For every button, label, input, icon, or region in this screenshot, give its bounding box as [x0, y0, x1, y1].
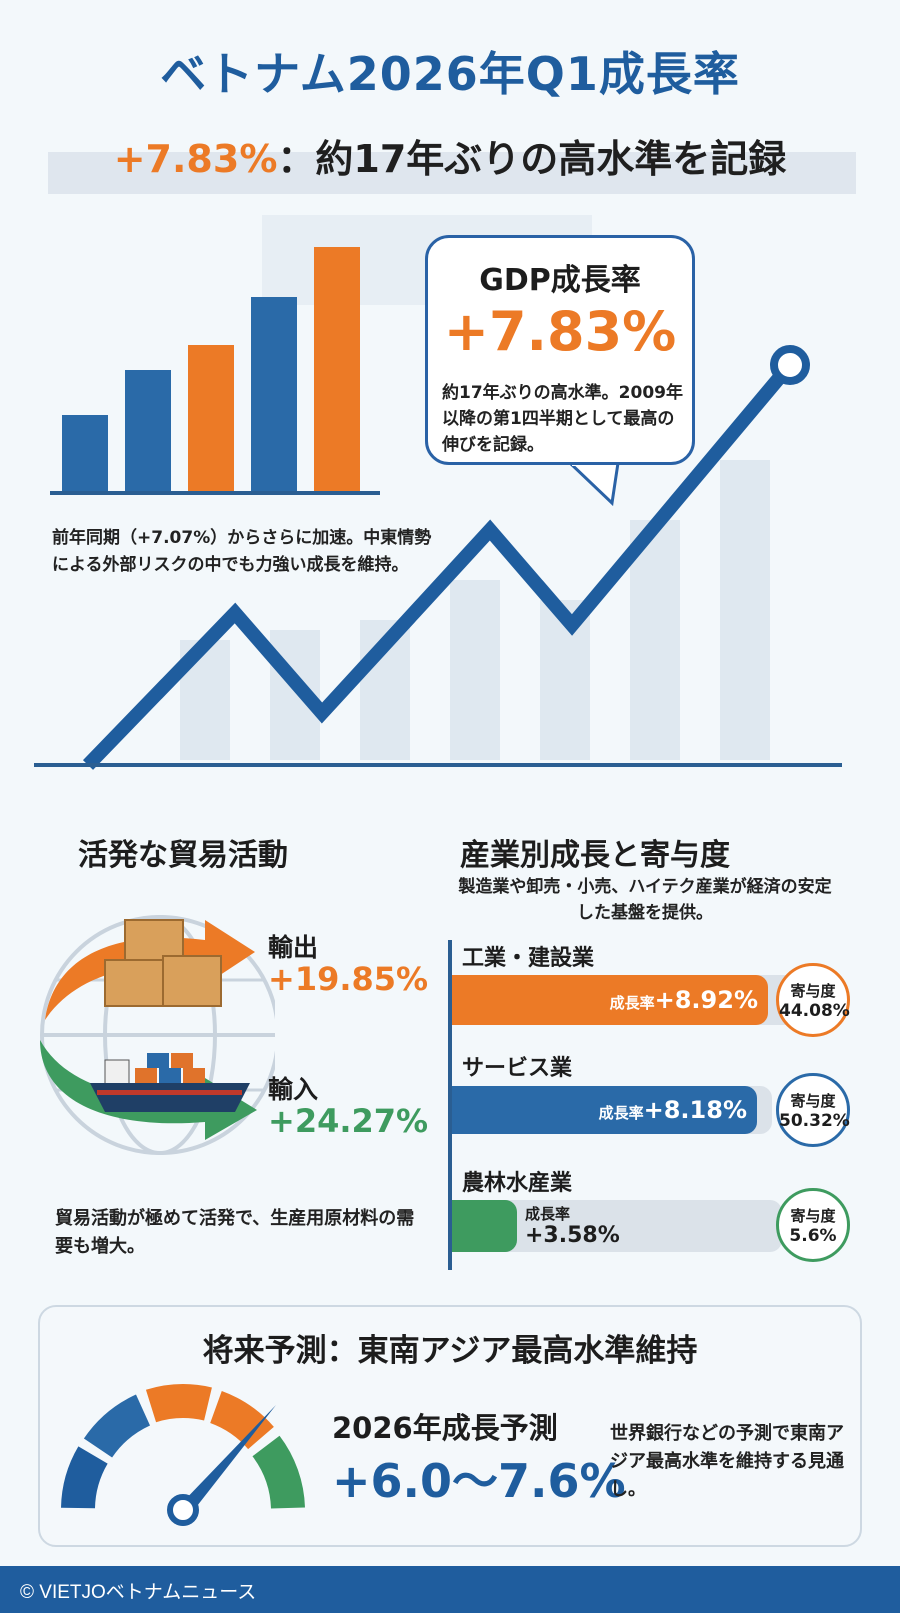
mini-bar	[62, 415, 108, 493]
forecast-note: 世界銀行などの予測で東南アジア最高水準を維持する見通し。	[610, 1423, 844, 1500]
gdp-value: +7.83%	[443, 300, 677, 363]
contribution-label: 寄与度	[790, 1207, 836, 1225]
trade-note: 貿易活動が極めて活発で、生産用原材料の需要も増大。	[55, 1208, 415, 1257]
growth-label: 成長率	[598, 1104, 644, 1122]
forecast-title: 将来予測：東南アジア最高水準維持	[202, 1333, 698, 1369]
forecast-label: 2026年成長予測	[332, 1411, 558, 1445]
contribution-badge: 寄与度 50.32%	[776, 1073, 850, 1147]
contribution-value: 50.32%	[779, 1111, 850, 1131]
subtitle-accent: +7.83%	[113, 137, 278, 181]
bg-bar	[720, 460, 770, 760]
industry-axis	[448, 940, 452, 1270]
agri-growth-text: 成長率 +3.58%	[525, 1203, 620, 1247]
mini-bar	[188, 345, 234, 493]
export-value: +19.85%	[268, 960, 429, 998]
growth-value: +8.92%	[654, 986, 758, 1014]
contribution-value: 5.6%	[789, 1226, 837, 1246]
trend-endpoint	[770, 345, 810, 385]
mini-baseline	[50, 491, 380, 495]
sector-name-services: サービス業	[462, 1056, 573, 1081]
import-arrow-icon	[40, 1040, 257, 1140]
mini-bar	[251, 297, 297, 493]
sector-name-agriculture: 農林水産業	[462, 1171, 573, 1196]
import-value: +24.27%	[268, 1102, 429, 1140]
growth-bar-agriculture	[452, 1200, 517, 1252]
hero-caption: 前年同期（+7.07%）からさらに加速。中東情勢による外部リスクの中でも力強い成…	[52, 528, 432, 575]
trend-line	[82, 360, 796, 770]
mini-bar	[125, 370, 171, 493]
page-subtitle: +7.83%：約17年ぶりの高水準を記録	[0, 128, 900, 183]
growth-illustration	[34, 215, 842, 770]
growth-bar-services: 成長率+8.18%	[452, 1086, 757, 1134]
contribution-label: 寄与度	[790, 982, 836, 1000]
industry-title: 産業別成長と寄与度	[460, 838, 730, 873]
industry-subtitle: 製造業や卸売・小売、ハイテク産業が経済の安定した基盤を提供。	[458, 877, 832, 923]
page-title: ベトナム2026年Q1成長率	[160, 47, 740, 101]
export-arrow-icon	[45, 920, 255, 1020]
gauge-icon	[61, 1384, 305, 1526]
mini-bar-chart	[50, 247, 380, 495]
gdp-bubble	[425, 235, 695, 465]
gdp-description: 約17年ぶりの高水準。2009年以降の第1四半期として最高の伸びを記録。	[442, 383, 683, 455]
footer-credit: © VIETJOベトナムニュース	[20, 1582, 257, 1603]
trade-title: 活発な貿易活動	[78, 838, 288, 873]
growth-label: 成長率	[525, 1205, 571, 1223]
subtitle-rest: ：約17年ぶりの高水準を記録	[277, 137, 787, 181]
gdp-label: GDP成長率	[479, 263, 641, 298]
footer-bar	[0, 1566, 900, 1613]
mini-bar	[314, 247, 360, 493]
contribution-label: 寄与度	[790, 1092, 836, 1110]
growth-value: +3.58%	[525, 1223, 620, 1248]
subtitle-band	[48, 152, 856, 194]
sector-name-industry: 工業・建設業	[462, 946, 595, 971]
contribution-badge: 寄与度 44.08%	[776, 963, 850, 1037]
globe-icon	[40, 915, 275, 1155]
boxes-icon	[104, 919, 222, 1007]
contribution-value: 44.08%	[779, 1001, 850, 1021]
bg-bar	[630, 520, 680, 760]
ship-icon	[90, 1053, 250, 1112]
forecast-value: +6.0〜7.6%	[332, 1454, 626, 1508]
bg-bar	[450, 580, 500, 760]
import-label: 輸入	[268, 1075, 319, 1104]
hero-baseline	[34, 763, 842, 767]
growth-bar-industry: 成長率+8.92%	[452, 975, 768, 1025]
growth-value: +8.18%	[643, 1096, 747, 1124]
gauge-needle	[180, 1405, 276, 1515]
contribution-badge: 寄与度 5.6%	[776, 1188, 850, 1262]
growth-label: 成長率	[609, 994, 655, 1012]
export-label: 輸出	[268, 933, 319, 962]
